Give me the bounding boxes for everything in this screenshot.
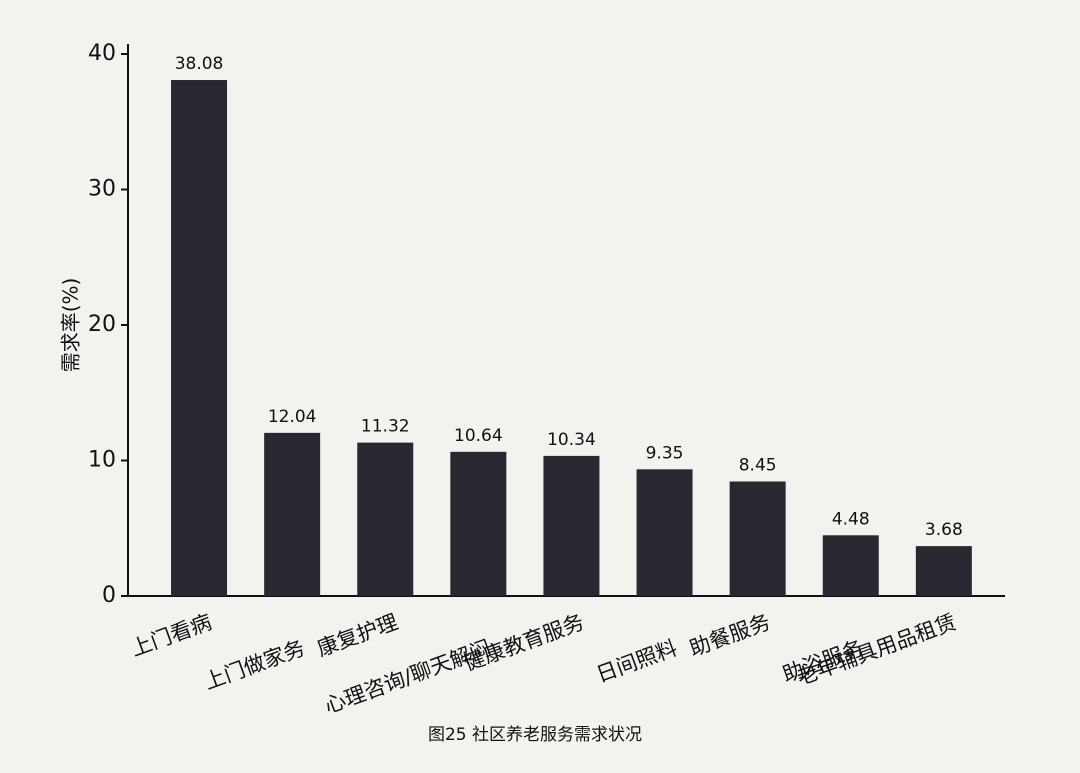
value-label: 11.32 — [361, 417, 410, 437]
value-label: 10.64 — [454, 426, 503, 446]
bar — [543, 455, 600, 596]
x-tick-label: 日间照料 — [593, 636, 680, 687]
value-label: 3.68 — [925, 520, 963, 540]
y-axis-label: 需求率(%) — [59, 278, 83, 373]
x-tick-label: 助餐服务 — [686, 610, 773, 661]
value-label: 9.35 — [646, 443, 684, 463]
bar — [915, 546, 972, 596]
x-tick-label: 上门做家务 — [201, 636, 308, 694]
bar — [171, 80, 228, 597]
value-label: 4.48 — [832, 509, 870, 529]
y-tick-label: 0 — [102, 583, 116, 608]
y-tick-label: 30 — [88, 177, 116, 202]
y-tick-label: 40 — [88, 41, 116, 66]
y-tick-label: 10 — [88, 448, 116, 473]
value-label: 12.04 — [268, 407, 317, 427]
y-tick-label: 20 — [88, 312, 116, 337]
bar — [822, 535, 879, 596]
bar — [729, 481, 786, 596]
value-label: 8.45 — [739, 456, 777, 476]
x-tick-label: 上门看病 — [128, 610, 215, 661]
x-tick-label: 康复护理 — [314, 610, 401, 661]
bar — [264, 432, 321, 596]
value-label: 10.34 — [547, 430, 596, 450]
bar — [357, 442, 414, 596]
value-label: 38.08 — [175, 54, 224, 74]
bar — [450, 451, 507, 596]
chart-title: 图25 社区养老服务需求状况 — [428, 725, 642, 745]
bar — [636, 469, 693, 596]
